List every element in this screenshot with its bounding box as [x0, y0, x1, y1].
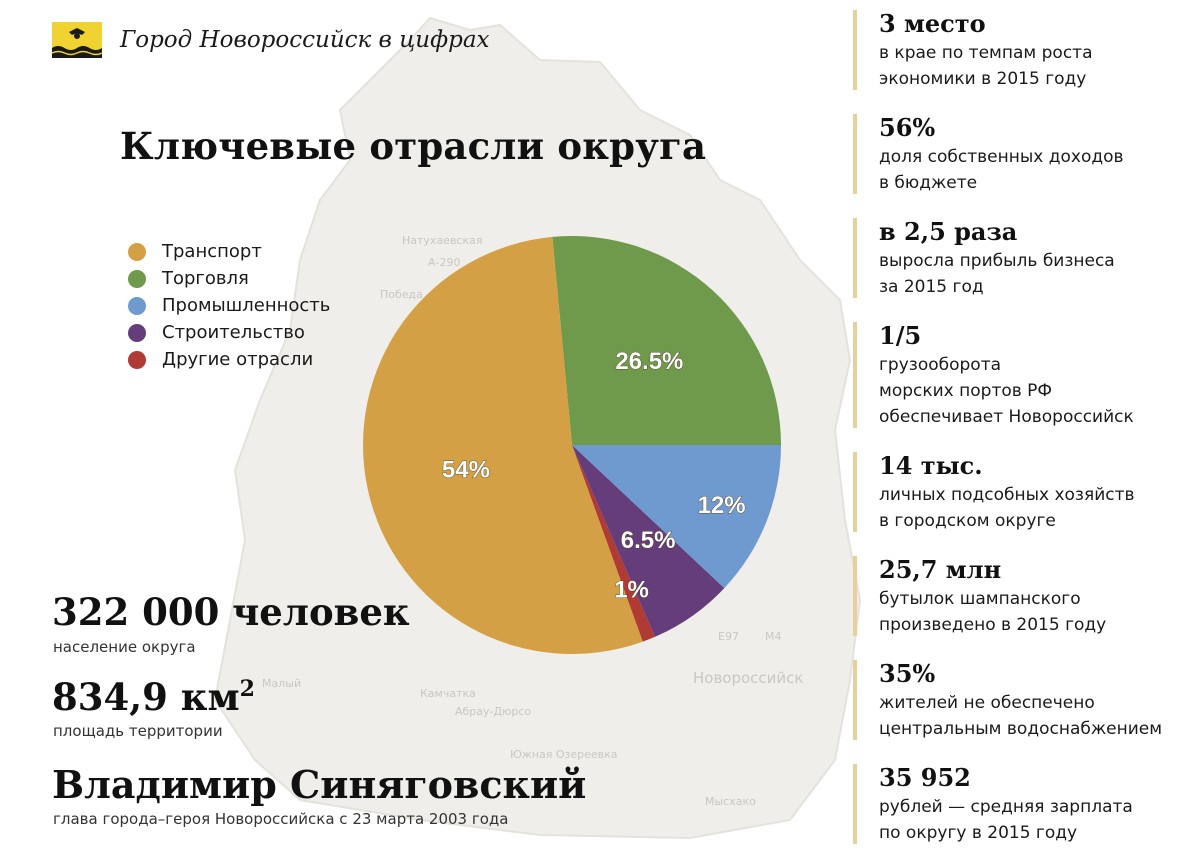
legend-item: Торговля: [128, 265, 330, 292]
map-label: А-290: [428, 256, 461, 269]
fact-accent-bar: [853, 556, 857, 636]
fact-value: 35%: [879, 659, 936, 688]
mayor-name: Владимир Синяговский: [52, 762, 587, 807]
fact-text: рублей — средняя зарплата по округу в 20…: [879, 797, 1133, 843]
area-value: 834,9 км2: [52, 675, 255, 719]
legend-label: Другие отрасли: [162, 349, 314, 370]
fact-accent-bar: [853, 10, 857, 90]
map-label: Абрау-Дюрсо: [455, 705, 531, 718]
legend-item: Строительство: [128, 319, 330, 346]
fact-accent-bar: [853, 764, 857, 844]
mayor-caption: глава города–героя Новороссийска с 23 ма…: [53, 810, 509, 828]
fact-accent-bar: [853, 218, 857, 298]
fact-item: 56% доля собственных доходов в бюджете: [853, 112, 1198, 196]
area-label: площадь территории: [53, 722, 223, 740]
city-flag-icon: [52, 22, 102, 58]
fact-item: 14 тыс. личных подсобных хозяйств в горо…: [853, 450, 1198, 534]
population-label: население округа: [53, 638, 196, 656]
fact-item: 3 место в крае по темпам роста экономики…: [853, 8, 1198, 92]
fact-value: 56%: [879, 113, 936, 142]
fact-item: 1/5 грузооборота морских портов РФ обесп…: [853, 320, 1198, 430]
area-number: 834,9 км: [52, 675, 240, 719]
legend-swatch: [128, 350, 146, 369]
fact-item: 25,7 млн бутылок шампанского произведено…: [853, 554, 1198, 638]
fact-item: в 2,5 раза выросла прибыль бизнеса за 20…: [853, 216, 1198, 300]
legend-item: Промышленность: [128, 292, 330, 319]
legend-swatch: [128, 269, 146, 288]
facts-column: 3 место в крае по темпам роста экономики…: [853, 8, 1198, 866]
fact-value: 25,7 млн: [879, 555, 1002, 584]
map-label: Новороссийск: [693, 669, 803, 687]
legend-label: Промышленность: [162, 295, 331, 316]
map-label: Е97: [718, 630, 739, 643]
map-label: Камчатка: [420, 687, 476, 700]
legend-label: Строительство: [162, 322, 305, 343]
fact-text: личных подсобных хозяйств в городском ок…: [879, 485, 1135, 531]
map-label: Малый: [262, 677, 301, 690]
fact-text: в крае по темпам роста экономики в 2015 …: [879, 43, 1093, 89]
legend-item: Другие отрасли: [128, 346, 330, 373]
header: Город Новороссийск в цифрах: [52, 22, 490, 58]
area-exponent: 2: [239, 676, 255, 702]
population-value: 322 000 человек: [52, 590, 410, 634]
fact-text: доля собственных доходов в бюджете: [879, 147, 1124, 193]
fact-text: выросла прибыль бизнеса за 2015 год: [879, 251, 1115, 297]
fact-accent-bar: [853, 452, 857, 532]
legend-swatch: [128, 242, 146, 261]
fact-accent-bar: [853, 322, 857, 428]
map-label: Победа: [380, 288, 423, 301]
map-label: Натухаевская: [402, 234, 482, 247]
fact-text: бутылок шампанского произведено в 2015 г…: [879, 589, 1107, 635]
fact-accent-bar: [853, 660, 857, 740]
fact-value: 14 тыс.: [879, 451, 983, 480]
fact-item: 35% жителей не обеспечено центральным во…: [853, 658, 1198, 742]
map-label: Южная Озереевка: [510, 748, 618, 761]
legend-label: Торговля: [162, 268, 249, 289]
legend-swatch: [128, 323, 146, 342]
fact-item: 35 952 рублей — средняя зарплата по окру…: [853, 762, 1198, 846]
fact-text: жителей не обеспечено центральным водосн…: [879, 693, 1163, 739]
fact-value: в 2,5 раза: [879, 217, 1018, 246]
chart-legend: Транспорт Торговля Промышленность Строит…: [128, 238, 330, 373]
fact-accent-bar: [853, 114, 857, 194]
map-label: Мысхако: [705, 795, 756, 808]
city-title: Город Новороссийск в цифрах: [120, 27, 490, 53]
legend-item: Транспорт: [128, 238, 330, 265]
legend-label: Транспорт: [162, 241, 262, 262]
fact-value: 1/5: [879, 321, 922, 350]
fact-value: 35 952: [879, 763, 971, 792]
legend-swatch: [128, 296, 146, 315]
fact-value: 3 место: [879, 9, 986, 38]
map-label: М4: [765, 630, 782, 643]
chart-title: Ключевые отрасли округа: [120, 124, 707, 168]
fact-text: грузооборота морских портов РФ обеспечив…: [879, 355, 1134, 427]
